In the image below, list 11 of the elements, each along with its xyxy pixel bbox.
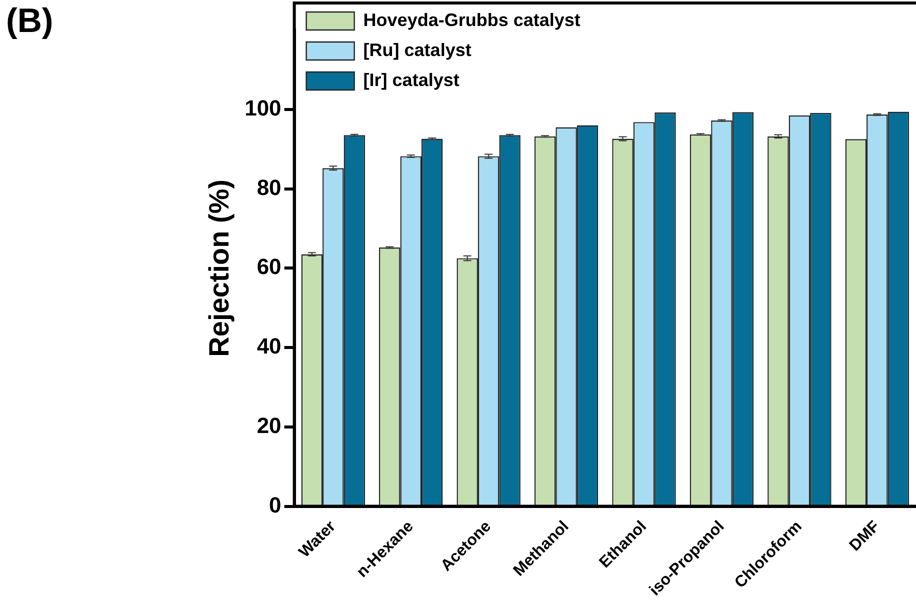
y-axis-title: Rejection (%) <box>204 179 235 357</box>
legend-label: [Ir] catalyst <box>363 70 460 90</box>
legend-label: Hoveyda-Grubbs catalyst <box>363 10 580 30</box>
y-tick-label: 60 <box>256 254 282 280</box>
legend-label: [Ru] catalyst <box>363 40 472 60</box>
y-tick-label: 100 <box>244 95 282 120</box>
y-tick-label: 20 <box>256 412 282 438</box>
y-tick-label: 40 <box>256 334 282 359</box>
y-tick-label: 80 <box>256 174 282 200</box>
y-tick-label: 0 <box>269 492 282 518</box>
chart-title: (B) <box>6 2 54 41</box>
